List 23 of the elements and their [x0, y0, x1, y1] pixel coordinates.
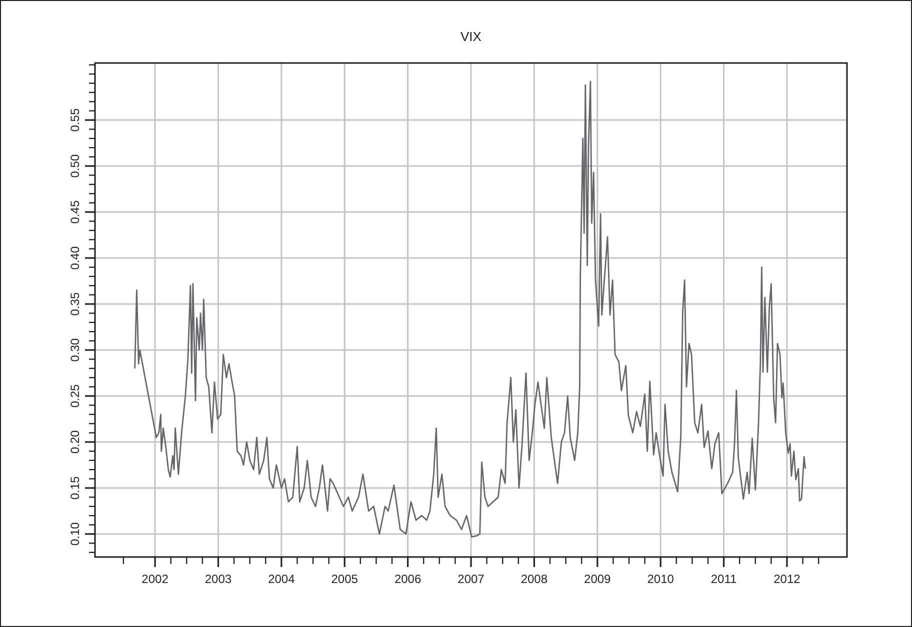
- x-tick-label: 2004: [268, 572, 296, 586]
- x-tick-label: 2011: [710, 572, 737, 586]
- y-tick-label: 0.20: [68, 430, 82, 454]
- y-tick-label: 0.35: [68, 292, 82, 316]
- y-tick-label: 0.40: [68, 246, 82, 270]
- y-tick-label: 0.50: [68, 154, 82, 178]
- chart-title: VIX: [460, 29, 482, 44]
- x-tick-label: 2006: [394, 572, 422, 586]
- x-tick-label: 2010: [647, 572, 674, 586]
- y-tick-label: 0.45: [68, 200, 82, 224]
- x-tick-label: 2008: [520, 572, 548, 586]
- x-tick-label: 2005: [331, 572, 358, 586]
- y-tick-label: 0.15: [68, 476, 82, 500]
- y-tick-label: 0.10: [68, 522, 82, 546]
- y-tick-label: 0.25: [68, 384, 82, 408]
- x-tick-label: 2007: [458, 572, 485, 586]
- line-series: [134, 80, 806, 538]
- x-tick-label: 2003: [204, 572, 232, 586]
- x-tick-label: 2009: [584, 572, 612, 586]
- y-tick-label: 0.55: [68, 108, 82, 132]
- x-tick-label: 2002: [142, 572, 169, 586]
- x-tick-label: 2012: [774, 572, 801, 586]
- y-tick-label: 0.30: [68, 338, 82, 362]
